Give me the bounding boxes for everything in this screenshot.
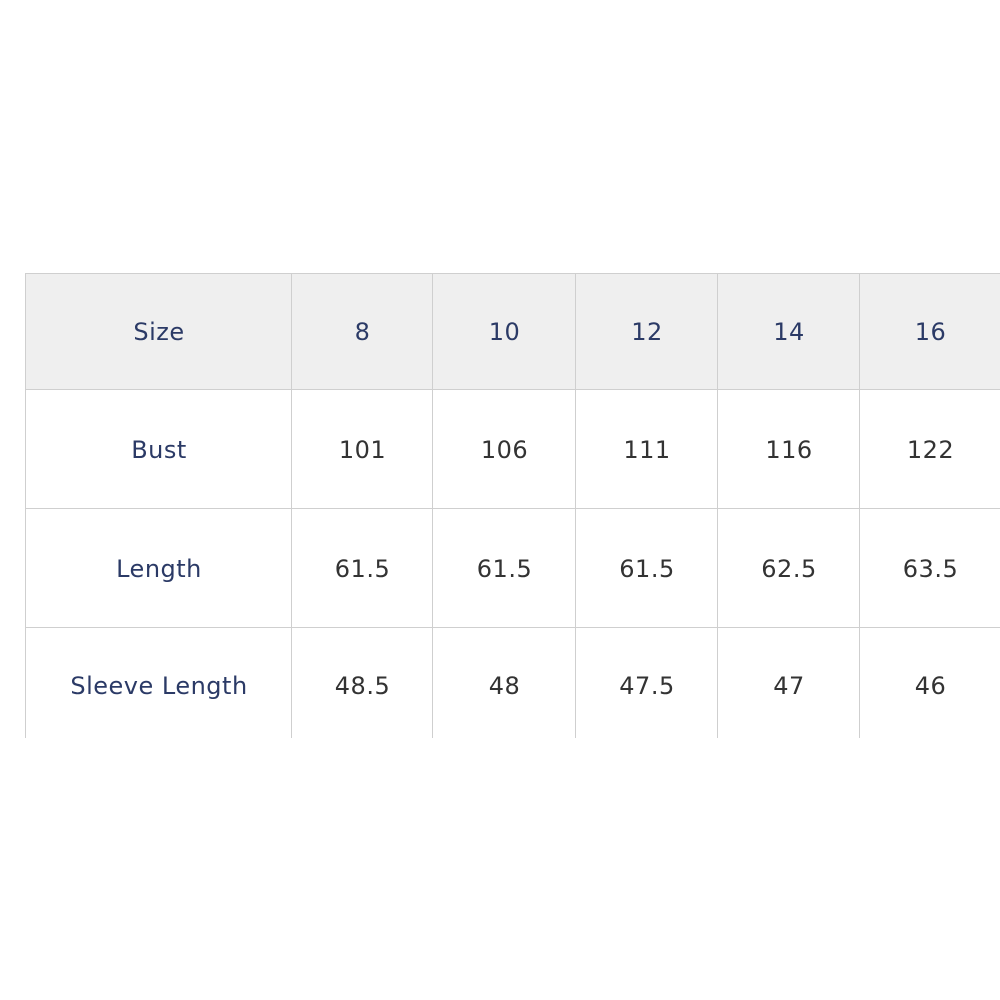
table-cell: 48	[432, 627, 576, 738]
header-cell: 14	[717, 273, 860, 390]
table-cell: 46	[859, 627, 1000, 738]
header-cell: 10	[432, 273, 576, 390]
header-cell: Size	[25, 273, 292, 390]
table-cell: 61.5	[291, 508, 433, 628]
header-cell: 16	[859, 273, 1000, 390]
row-label: Sleeve Length	[25, 627, 292, 738]
table-cell: 101	[291, 389, 433, 509]
table-cell: 47.5	[575, 627, 718, 738]
table-cell: 106	[432, 389, 576, 509]
row-label: Length	[25, 508, 292, 628]
table-cell: 61.5	[575, 508, 718, 628]
table-cell: 47	[717, 627, 860, 738]
header-cell: 12	[575, 273, 718, 390]
table-cell: 62.5	[717, 508, 860, 628]
table-cell: 122	[859, 389, 1000, 509]
header-cell: 8	[291, 273, 433, 390]
table-cell: 63.5	[859, 508, 1000, 628]
row-label: Bust	[25, 389, 292, 509]
table-cell: 111	[575, 389, 718, 509]
table-cell: 48.5	[291, 627, 433, 738]
size-table: Size 8 10 12 14 16 Bust 101 106 111 116 122 Length 61…	[25, 273, 1000, 738]
table-cell: 116	[717, 389, 860, 509]
table-cell: 61.5	[432, 508, 576, 628]
